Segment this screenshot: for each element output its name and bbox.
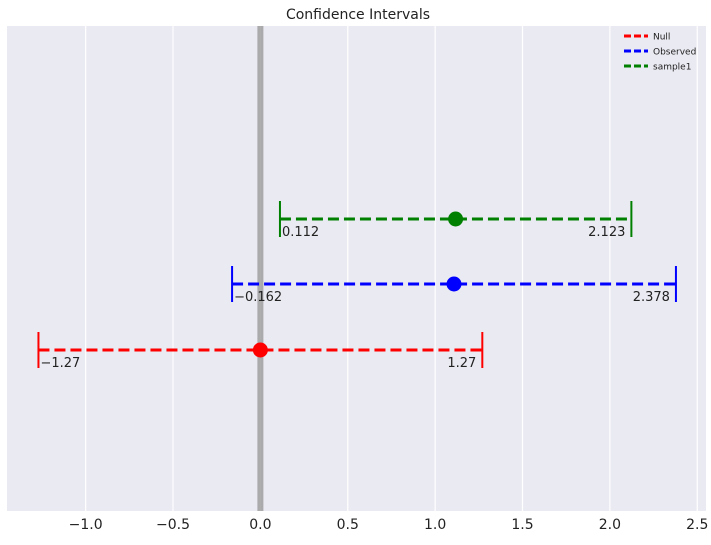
x-tick-label: 0.0: [249, 517, 271, 533]
plot-area: [7, 26, 706, 511]
x-axis: −1.0 −0.5 0.0 0.5 1.0 1.5 2.0 2.5: [69, 517, 709, 533]
x-tick-label: −0.5: [156, 517, 190, 533]
legend-item: Null: [624, 33, 670, 43]
x-tick-label: 1.5: [511, 517, 533, 533]
x-tick-label: 2.0: [599, 517, 621, 533]
legend: Null Observed sample1: [624, 33, 696, 73]
interval-marks: −1.27 1.27 −0.162 2.378 0.112 2.123: [37, 201, 677, 371]
center-point: [448, 211, 464, 227]
legend-label: Observed: [653, 48, 696, 58]
chart-title: Confidence Intervals: [286, 7, 430, 23]
x-tick-label: 0.5: [337, 517, 359, 533]
lower-value-label: −0.162: [234, 290, 282, 305]
grid-lines: [85, 26, 698, 511]
interval-null: −1.27 1.27: [37, 332, 484, 371]
legend-label: Null: [653, 33, 670, 43]
legend-label: sample1: [653, 63, 691, 73]
upper-value-label: 1.27: [447, 356, 476, 371]
x-tick-label: 1.0: [424, 517, 446, 533]
legend-item: sample1: [624, 63, 691, 73]
center-point: [446, 276, 462, 292]
lower-value-label: −1.27: [40, 356, 80, 371]
legend-item: Observed: [624, 48, 696, 58]
upper-value-label: 2.123: [588, 225, 625, 240]
interval-observed: −0.162 2.378: [231, 266, 677, 305]
x-tick-label: 2.5: [686, 517, 708, 533]
center-point: [252, 342, 268, 358]
interval-sample1: 0.112 2.123: [278, 201, 633, 240]
x-tick-label: −1.0: [69, 517, 103, 533]
lower-value-label: 0.112: [282, 225, 319, 240]
upper-value-label: 2.378: [633, 290, 670, 305]
